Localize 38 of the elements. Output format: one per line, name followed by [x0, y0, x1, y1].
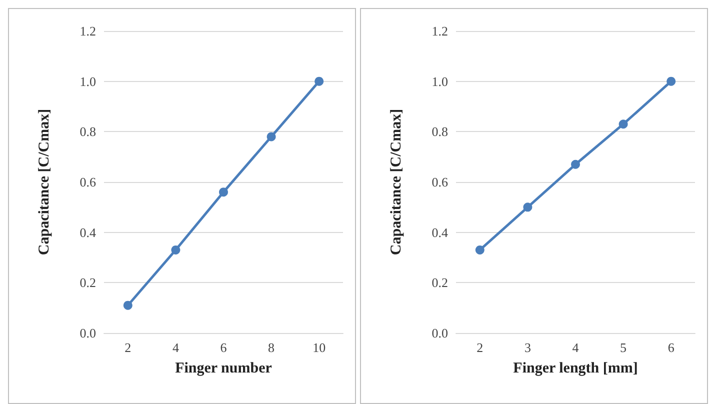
y-tick-label: 0.4	[80, 224, 96, 240]
y-tick-label: 0.0	[432, 326, 448, 340]
point	[666, 76, 676, 86]
x-axis-title: Finger number	[175, 360, 272, 376]
point	[571, 160, 580, 169]
x-tick-label: 4	[572, 340, 580, 355]
x-tick-label: 8	[268, 340, 275, 355]
x-tick-label: 6	[668, 340, 675, 355]
x-tick-label: 2	[124, 340, 132, 355]
point	[266, 132, 276, 142]
y-tick-label: 0.8	[80, 124, 96, 140]
y-tick-label: 0.0	[80, 326, 96, 340]
y-tick-label: 1.2	[80, 24, 96, 38]
point	[219, 188, 228, 197]
point	[618, 120, 628, 129]
x-tick-label: 10	[312, 340, 326, 355]
x-tick-label: 3	[524, 340, 531, 355]
point	[171, 245, 180, 254]
y-tick-label: 1.2	[432, 24, 448, 38]
y-axis-title: Capacitance [C/Cmax]	[388, 108, 404, 256]
y-tick-label: 0.6	[80, 174, 96, 190]
point	[314, 76, 324, 86]
y-tick-label: 0.6	[432, 174, 448, 190]
x-tick-label: 6	[220, 340, 228, 355]
point	[475, 245, 484, 254]
y-tick-label: 1.0	[80, 74, 96, 89]
y-tick-label: 0.4	[432, 224, 448, 240]
point	[123, 300, 132, 310]
y-tick-label: 1.0	[432, 74, 448, 89]
y-tick-label: 0.2	[432, 275, 448, 290]
point	[523, 202, 532, 212]
x-tick-label: 2	[476, 340, 484, 355]
y-tick-label: 0.8	[432, 124, 448, 140]
x-tick-label: 5	[620, 340, 627, 355]
x-tick-label: 4	[172, 340, 180, 355]
y-tick-label: 0.2	[80, 275, 96, 290]
x-axis-title: Finger length [mm]	[513, 360, 638, 376]
y-axis-title: Capacitance [C/Cmax]	[36, 108, 52, 256]
